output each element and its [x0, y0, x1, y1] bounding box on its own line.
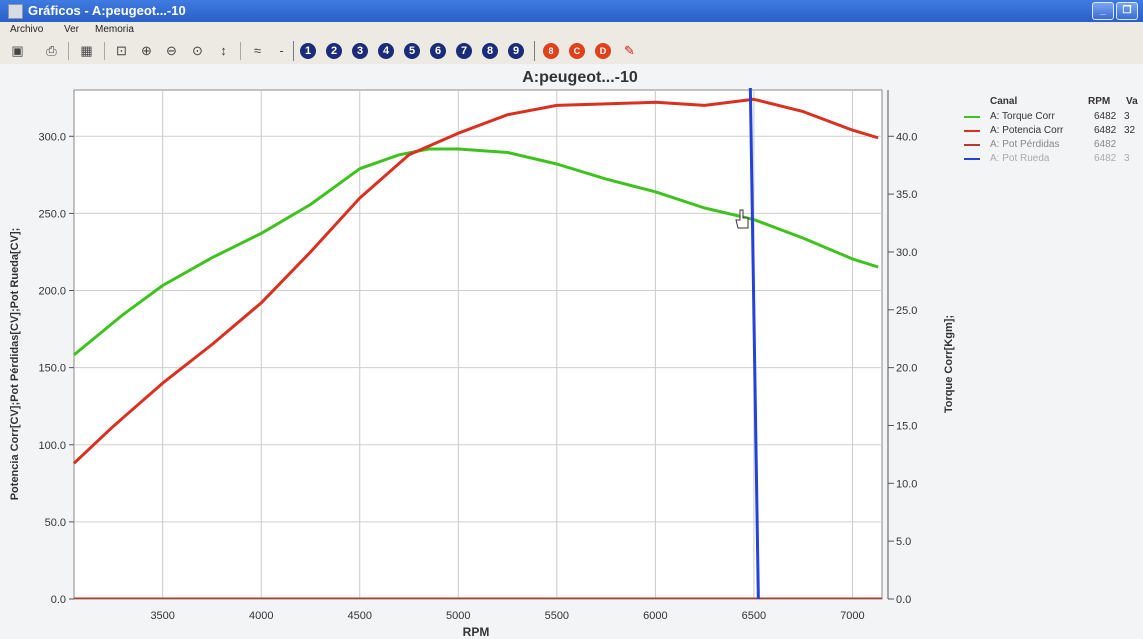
y-axis-left-label: Potencia Corr[CV];Pot Pérdidas[CV];Pot R…	[9, 228, 21, 501]
x-tick-label: 6500	[742, 610, 766, 622]
channel-8-button[interactable]: 8	[482, 43, 498, 59]
legend-rpm: 6482	[1094, 139, 1117, 150]
legend-header-value: Va	[1126, 96, 1138, 107]
toolbar-separator	[104, 42, 105, 60]
legend-header-rpm: RPM	[1088, 96, 1111, 107]
x-tick-label: 5500	[545, 610, 569, 622]
x-tick-label: 4000	[249, 610, 273, 622]
open-icon[interactable]: ▣	[11, 43, 24, 58]
channel-9-button[interactable]: 9	[508, 43, 524, 59]
menu-archivo[interactable]: Archivo	[10, 24, 44, 35]
zoom-region-icon[interactable]: ⊙	[192, 43, 203, 58]
eraser-icon[interactable]: ✎	[624, 43, 635, 58]
app-icon	[8, 4, 23, 19]
legend-rpm: 6482	[1094, 111, 1117, 122]
y-left-tick-label: 200.0	[38, 286, 66, 298]
x-tick-label: 7000	[840, 610, 864, 622]
hand-cursor-icon	[735, 209, 749, 229]
rpm-cursor[interactable]	[748, 87, 760, 600]
toolbar: ▣ ⎙ ▦ ⊡ ⊕ ⊖ ⊙ ↕ ≈ - 1 2 3 4 5 6 7 8 9 8 …	[0, 38, 1143, 65]
y-left-tick-label: 50.0	[45, 517, 66, 529]
y-right-tick-label: 20.0	[896, 363, 917, 375]
legend-name: A: Pot Pérdidas	[990, 139, 1060, 150]
window-titlebar: Gráficos - A:peugeot...-10 _ ❐	[0, 0, 1143, 22]
menu-ver[interactable]: Ver	[64, 24, 80, 35]
x-tick-label: 5000	[446, 610, 470, 622]
legend-row-wheel[interactable]: A: Pot Rueda 6482 3	[960, 152, 1143, 166]
wave-icon[interactable]: ≈	[253, 43, 262, 58]
chart: A:peugeot...-10 3500 4000 4500 5000 5500 6000…	[0, 64, 1143, 639]
legend-swatch	[964, 116, 980, 118]
toolbar-separator	[68, 42, 69, 60]
menu-bar: Archivo Ver Memoria	[0, 22, 1143, 38]
y-left-tick-label: 300.0	[38, 131, 66, 143]
channel-6-button[interactable]: 6	[430, 43, 446, 59]
print-icon[interactable]: ⎙	[46, 43, 57, 58]
x-axis-label: RPM	[463, 625, 490, 639]
channel-1-button[interactable]: 1	[300, 43, 316, 59]
channel-2-button[interactable]: 2	[326, 43, 342, 59]
legend-value: 3	[1124, 111, 1130, 122]
toolbar-separator	[293, 41, 294, 61]
zoom-out-icon[interactable]: ⊖	[166, 43, 177, 58]
legend-value: 3	[1124, 153, 1130, 164]
grid	[74, 90, 882, 599]
axis-ticks: 3500 4000 4500 5000 5500 6000 6500 7000 0.0 50.0 1…	[38, 90, 917, 622]
legend-swatch	[964, 158, 980, 160]
y-right-tick-label: 10.0	[896, 478, 917, 490]
y-right-tick-label: 30.0	[896, 247, 917, 259]
legend-name: A: Pot Rueda	[990, 153, 1050, 164]
x-tick-label: 3500	[150, 610, 174, 622]
chart-title: A:peugeot...-10	[522, 69, 638, 86]
minus-icon[interactable]: -	[279, 43, 284, 58]
toolbar-separator	[240, 42, 241, 60]
zoom-in-icon[interactable]: ⊕	[141, 43, 152, 58]
channel-4-button[interactable]: 4	[378, 43, 394, 59]
y-right-tick-label: 5.0	[896, 536, 911, 548]
series-line-power	[72, 97, 879, 465]
legend-value: 32	[1124, 125, 1136, 136]
red-button-c[interactable]: C	[569, 43, 585, 59]
y-left-tick-label: 0.0	[51, 594, 66, 606]
legend-row-torque[interactable]: A: Torque Corr 6482 3	[960, 110, 1143, 124]
legend-name: A: Potencia Corr	[990, 125, 1064, 136]
legend-row-losses[interactable]: A: Pot Pérdidas 6482	[960, 138, 1143, 152]
restore-button[interactable]: ❐	[1116, 2, 1138, 20]
y-left-tick-label: 250.0	[38, 208, 66, 220]
legend-rpm: 6482	[1094, 125, 1117, 136]
toolbar-separator	[534, 41, 535, 61]
channel-3-button[interactable]: 3	[352, 43, 368, 59]
legend-swatch	[964, 144, 980, 146]
window-title: Gráficos - A:peugeot...-10	[28, 3, 186, 18]
y-left-tick-label: 100.0	[38, 440, 66, 452]
channel-7-button[interactable]: 7	[456, 43, 472, 59]
y-left-tick-label: 150.0	[38, 363, 66, 375]
plot-area	[73, 89, 883, 600]
y-axis-right-label: Torque Corr[Kgm];	[943, 315, 955, 413]
red-button-d[interactable]: D	[595, 43, 611, 59]
x-tick-label: 6000	[643, 610, 667, 622]
grid-icon[interactable]: ▦	[80, 43, 93, 58]
legend-row-power[interactable]: A: Potencia Corr 6482 32	[960, 124, 1143, 138]
legend-rpm: 6482	[1094, 153, 1117, 164]
minimize-button[interactable]: _	[1092, 2, 1114, 20]
menu-memoria[interactable]: Memoria	[95, 24, 134, 35]
axis-icon[interactable]: ↕	[220, 43, 227, 58]
y-right-tick-label: 40.0	[896, 131, 917, 143]
y-right-tick-label: 15.0	[896, 420, 917, 432]
y-right-tick-label: 25.0	[896, 305, 917, 317]
legend-header-channel: Canal	[990, 96, 1018, 107]
legend-swatch	[964, 130, 980, 132]
zoom-fit-icon[interactable]: ⊡	[116, 43, 127, 58]
y-right-tick-label: 35.0	[896, 189, 917, 201]
channel-5-button[interactable]: 5	[404, 43, 420, 59]
x-tick-label: 4500	[348, 610, 372, 622]
red-button-8[interactable]: 8	[543, 43, 559, 59]
y-right-tick-label: 0.0	[896, 594, 911, 606]
legend-name: A: Torque Corr	[990, 111, 1055, 122]
